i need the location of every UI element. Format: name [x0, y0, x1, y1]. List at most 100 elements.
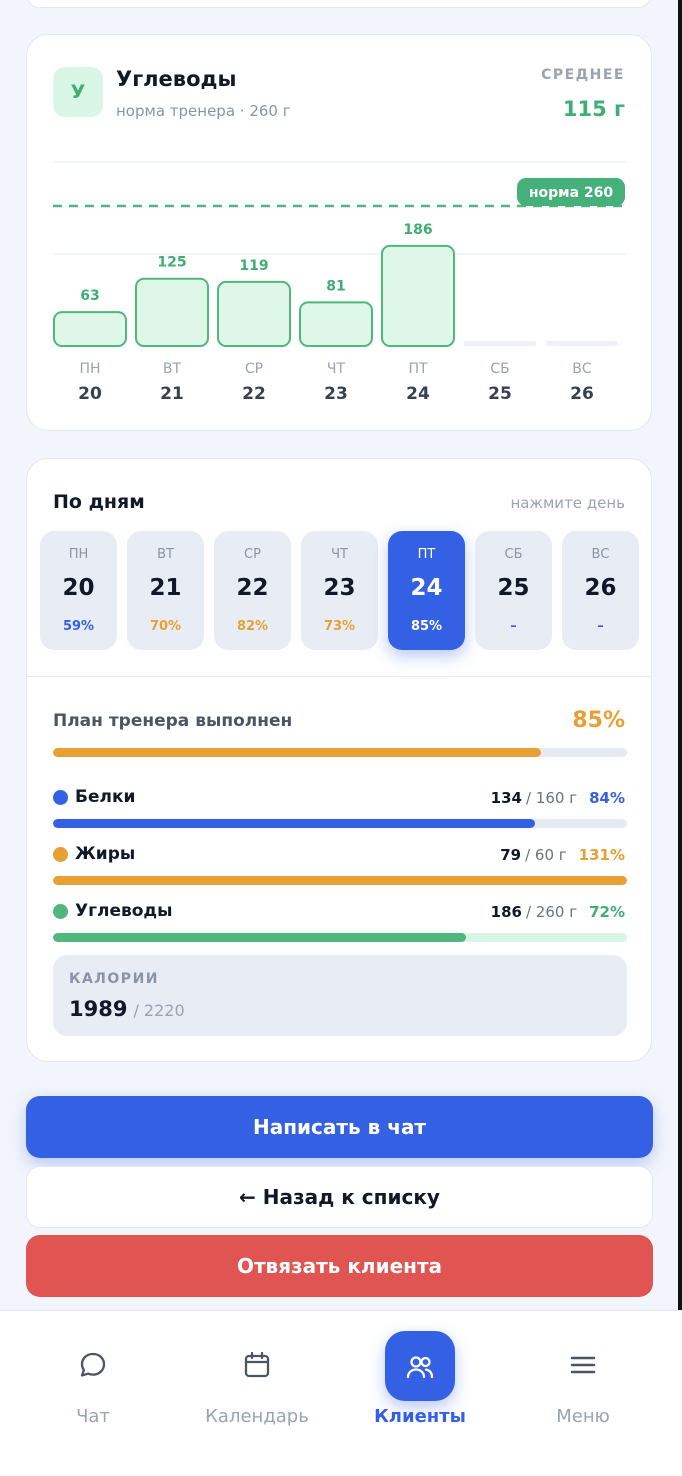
menu-icon [570, 1356, 596, 1374]
x-tick-date: 21 [160, 384, 184, 404]
carbs-progress-bar [53, 933, 627, 942]
fat-progress-bar [53, 876, 627, 885]
day-date: 20 [62, 575, 95, 601]
day-tile-sun[interactable]: ВС 26 – [562, 531, 639, 650]
unlink-client-button[interactable]: Отвязать клиента [26, 1235, 653, 1297]
write-to-chat-button[interactable]: Написать в чат [26, 1096, 653, 1158]
day-name: СБ [504, 547, 523, 562]
chart-bar[interactable] [53, 311, 127, 347]
calories-label: КАЛОРИИ [69, 971, 160, 987]
calories-current: 1989 [69, 997, 128, 1021]
macro-row-carbs: Углеводы [53, 901, 173, 921]
x-tick-date: 24 [406, 384, 430, 404]
plan-label: План тренера выполнен [53, 711, 293, 731]
day-percent: 82% [236, 619, 269, 634]
day-percent: 73% [323, 619, 356, 634]
nav-label: Клиенты [374, 1406, 466, 1427]
bar-value-label: 186 [403, 222, 432, 238]
x-tick-day: ПН [79, 361, 100, 377]
nav-active-indicator [385, 1331, 455, 1401]
bar-value-label: 125 [157, 255, 186, 271]
day-percent: 85% [410, 619, 443, 634]
x-tick-day: ВТ [163, 361, 182, 377]
day-date: 23 [323, 575, 356, 601]
x-tick-date: 23 [324, 384, 348, 404]
nav-item-chat[interactable]: Чат [11, 1311, 175, 1451]
macro-name: Углеводы [75, 901, 173, 921]
nav-item-calendar[interactable]: Календарь [175, 1311, 339, 1451]
day-percent: – [510, 619, 517, 634]
macro-values-protein: 134 / 160 г 84% [491, 789, 625, 807]
day-name: ПТ [417, 547, 436, 562]
chart-bar[interactable] [381, 244, 455, 348]
users-icon [406, 1356, 434, 1379]
previous-card [26, 0, 652, 8]
calories-box: КАЛОРИИ 1989 / 2220 [53, 955, 627, 1036]
day-tile-mon[interactable]: ПН 20 59% [40, 531, 117, 650]
day-name: ВТ [157, 547, 174, 562]
norm-label-pill [517, 177, 625, 206]
day-date: 25 [497, 575, 530, 601]
section-title: По дням [53, 491, 145, 513]
macro-target: / 60 г [525, 846, 567, 864]
nav-label: Меню [556, 1406, 610, 1427]
day-tile-fri[interactable]: ПТ 24 85% [388, 531, 465, 650]
day-tile-thu[interactable]: ЧТ 23 73% [301, 531, 378, 650]
carbs-chart-card: У Углеводы норма тренера · 260 г СРЕДНЕЕ… [26, 34, 652, 431]
carbs-bar-chart: норма 260 63 ПН 20 125 ВТ 21 119 СР 22 81 ЧТ 23 186 ПТ… [53, 161, 627, 404]
chart-bar[interactable] [217, 280, 291, 347]
day-tile-sat[interactable]: СБ 25 – [475, 531, 552, 650]
x-tick-date: 20 [78, 384, 102, 404]
macro-badge: У [53, 67, 103, 117]
protein-progress-bar [53, 819, 627, 828]
chart-bar-empty [546, 341, 618, 346]
nav-item-clients[interactable]: Клиенты [338, 1311, 502, 1451]
macro-percent: 72% [589, 903, 625, 921]
x-tick-date: 25 [488, 384, 512, 404]
carbs-dot-icon [53, 903, 68, 919]
day-percent: – [597, 619, 604, 634]
macro-name: Жиры [75, 844, 136, 864]
by-days-card: По дням нажмите день ПН 20 59% ВТ 21 70%… [26, 458, 652, 1062]
nav-item-menu[interactable]: Меню [501, 1311, 665, 1451]
day-date: 24 [410, 575, 443, 601]
day-date: 22 [236, 575, 269, 601]
x-tick-date: 22 [242, 384, 266, 404]
bar-value-label: 63 [80, 288, 99, 304]
section-hint: нажмите день [510, 494, 625, 512]
macro-row-fat: Жиры [53, 844, 135, 864]
x-tick-day: СР [245, 361, 263, 377]
macro-name: Белки [75, 787, 136, 807]
back-to-list-button[interactable]: ← Назад к списку [26, 1166, 653, 1228]
calories-value: 1989 / 2220 [69, 997, 185, 1021]
plan-percent: 85% [572, 708, 625, 733]
chart-bar-empty [464, 341, 536, 346]
plan-progress-bar [53, 748, 627, 757]
protein-dot-icon [53, 789, 68, 805]
nav-label: Календарь [205, 1406, 309, 1427]
carbs-progress-fill [53, 933, 467, 942]
chart-subtitle: норма тренера · 260 г [116, 102, 291, 120]
macro-percent: 84% [589, 789, 625, 807]
chat-icon [80, 1352, 106, 1377]
day-name: СР [244, 547, 261, 562]
norm-label: норма 260 [529, 185, 614, 201]
x-tick-day: ПТ [408, 361, 428, 377]
average-label: СРЕДНЕЕ [541, 67, 625, 83]
chart-bar[interactable] [299, 301, 373, 347]
day-name: ЧТ [331, 547, 348, 562]
day-tile-wed[interactable]: СР 22 82% [214, 531, 291, 650]
day-tile-tue[interactable]: ВТ 21 70% [127, 531, 204, 650]
macro-current: 134 [490, 789, 522, 807]
window-edge [678, 0, 682, 1476]
day-percent: 59% [62, 619, 95, 634]
macro-target: / 260 г [525, 903, 578, 921]
macro-current: 79 [500, 846, 522, 864]
macro-values-fat: 79 / 60 г 131% [500, 846, 625, 864]
x-tick-day: ВС [572, 361, 592, 377]
chart-bar[interactable] [135, 277, 209, 347]
day-date: 21 [149, 575, 182, 601]
day-name: ВС [591, 547, 610, 562]
macro-current: 186 [490, 903, 522, 921]
fat-dot-icon [53, 846, 68, 862]
